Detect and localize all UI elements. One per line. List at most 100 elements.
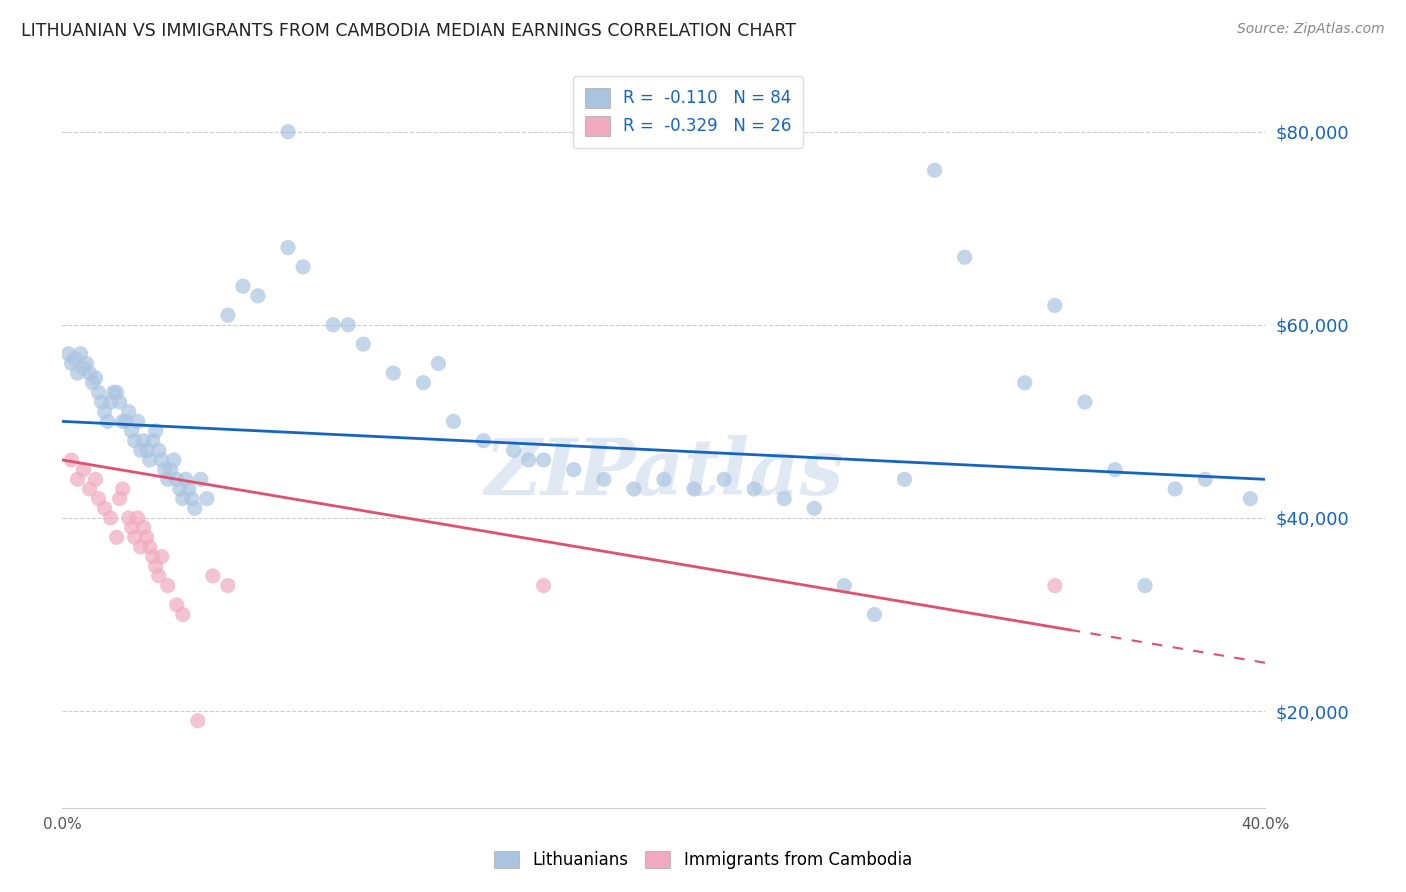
- Point: [142, 549, 165, 564]
- Point: [1104, 463, 1126, 477]
- Point: [138, 540, 160, 554]
- Point: [441, 414, 464, 428]
- Point: [352, 337, 374, 351]
- Point: [412, 376, 434, 390]
- Point: [277, 241, 299, 255]
- Point: [121, 520, 143, 534]
- Point: [66, 366, 89, 380]
- Point: [72, 463, 94, 477]
- Point: [148, 443, 170, 458]
- Point: [105, 385, 128, 400]
- Point: [108, 395, 131, 409]
- Point: [166, 598, 188, 612]
- Point: [427, 356, 450, 370]
- Point: [69, 347, 91, 361]
- Point: [713, 472, 735, 486]
- Legend: Lithuanians, Immigrants from Cambodia: Lithuanians, Immigrants from Cambodia: [484, 841, 922, 880]
- Point: [472, 434, 495, 448]
- Point: [118, 405, 141, 419]
- Point: [163, 453, 186, 467]
- Point: [623, 482, 645, 496]
- Point: [97, 414, 120, 428]
- Legend: R =  -0.110   N = 84, R =  -0.329   N = 26: R = -0.110 N = 84, R = -0.329 N = 26: [574, 76, 803, 147]
- Point: [502, 443, 524, 458]
- Point: [79, 366, 101, 380]
- Point: [124, 434, 146, 448]
- Point: [93, 501, 115, 516]
- Point: [172, 607, 194, 622]
- Point: [150, 453, 173, 467]
- Point: [127, 414, 149, 428]
- Point: [232, 279, 254, 293]
- Point: [1074, 395, 1097, 409]
- Point: [1239, 491, 1261, 506]
- Point: [166, 472, 188, 486]
- Point: [100, 511, 122, 525]
- Point: [863, 607, 886, 622]
- Point: [90, 395, 112, 409]
- Point: [172, 491, 194, 506]
- Point: [84, 472, 107, 486]
- Point: [180, 491, 202, 506]
- Point: [742, 482, 765, 496]
- Point: [184, 501, 207, 516]
- Point: [132, 520, 155, 534]
- Point: [118, 511, 141, 525]
- Point: [76, 356, 98, 370]
- Point: [135, 443, 157, 458]
- Point: [135, 530, 157, 544]
- Point: [87, 491, 110, 506]
- Point: [201, 569, 224, 583]
- Point: [58, 347, 80, 361]
- Point: [127, 511, 149, 525]
- Point: [924, 163, 946, 178]
- Point: [63, 351, 86, 366]
- Point: [834, 578, 856, 592]
- Point: [773, 491, 796, 506]
- Point: [1014, 376, 1036, 390]
- Point: [683, 482, 706, 496]
- Point: [953, 250, 976, 264]
- Point: [592, 472, 614, 486]
- Point: [60, 453, 83, 467]
- Point: [60, 356, 83, 370]
- Point: [382, 366, 405, 380]
- Point: [159, 463, 181, 477]
- Point: [111, 482, 134, 496]
- Point: [156, 472, 179, 486]
- Point: [79, 482, 101, 496]
- Point: [111, 414, 134, 428]
- Point: [72, 361, 94, 376]
- Point: [1043, 298, 1066, 312]
- Point: [156, 578, 179, 592]
- Point: [105, 530, 128, 544]
- Point: [129, 540, 152, 554]
- Point: [148, 569, 170, 583]
- Point: [533, 453, 555, 467]
- Point: [174, 472, 197, 486]
- Point: [1164, 482, 1187, 496]
- Point: [100, 395, 122, 409]
- Point: [803, 501, 825, 516]
- Point: [103, 385, 125, 400]
- Point: [169, 482, 191, 496]
- Point: [177, 482, 200, 496]
- Point: [124, 530, 146, 544]
- Point: [108, 491, 131, 506]
- Text: Source: ZipAtlas.com: Source: ZipAtlas.com: [1237, 22, 1385, 37]
- Point: [145, 424, 167, 438]
- Point: [121, 424, 143, 438]
- Point: [1194, 472, 1216, 486]
- Point: [277, 125, 299, 139]
- Point: [66, 472, 89, 486]
- Point: [153, 463, 176, 477]
- Text: LITHUANIAN VS IMMIGRANTS FROM CAMBODIA MEDIAN EARNINGS CORRELATION CHART: LITHUANIAN VS IMMIGRANTS FROM CAMBODIA M…: [21, 22, 796, 40]
- Point: [246, 289, 269, 303]
- Point: [217, 578, 239, 592]
- Point: [87, 385, 110, 400]
- Point: [337, 318, 360, 332]
- Point: [93, 405, 115, 419]
- Point: [145, 559, 167, 574]
- Point: [132, 434, 155, 448]
- Point: [562, 463, 585, 477]
